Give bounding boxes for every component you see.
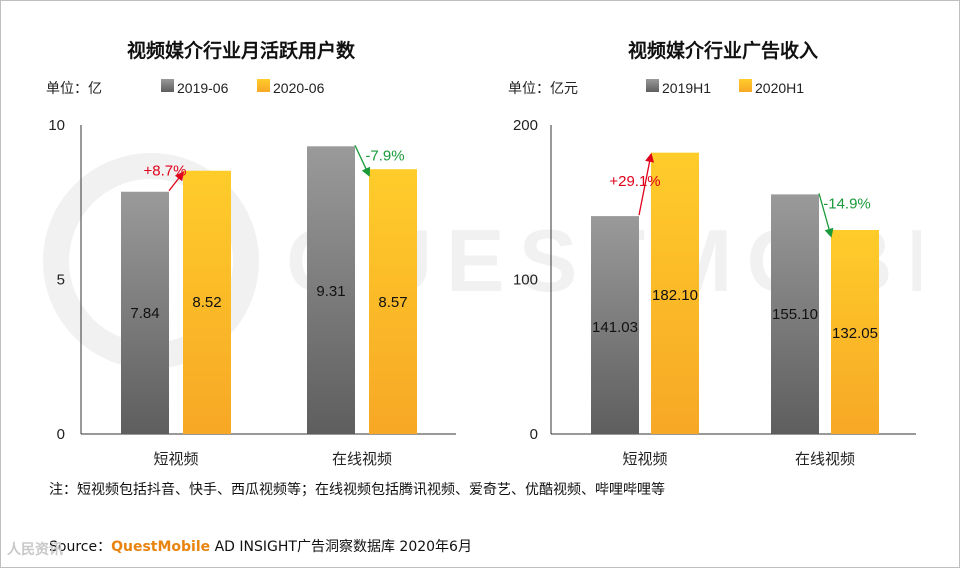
footnote: 注：短视频包括抖音、快手、西瓜视频等；在线视频包括腾讯视频、爱奇艺、优酷视频、哔… (49, 482, 665, 498)
bar-2019H1 (591, 216, 639, 434)
bar-2020H1 (651, 152, 699, 434)
source-brand: QuestMobile (111, 539, 211, 555)
source-prefix: Source： (49, 539, 112, 555)
bar-value-label: 155.10 (772, 306, 818, 323)
source-line: Source：QuestMobile AD INSIGHT广告洞察数据库 202… (49, 536, 472, 556)
unit-label: 单位：亿 (46, 80, 102, 96)
bar-2020-06 (183, 170, 231, 434)
y-tick-label: 0 (530, 426, 538, 443)
bar-value-label: 132.05 (832, 325, 878, 342)
chart-title: 视频媒介行业月活跃用户数 (127, 39, 356, 62)
bar-2020-06 (369, 169, 417, 434)
bar-value-label: 182.10 (652, 287, 698, 304)
change-label: +29.1% (609, 173, 660, 190)
source-rest: AD INSIGHT广告洞察数据库 2020年6月 (210, 539, 472, 555)
chart-title: 视频媒介行业广告收入 (628, 39, 818, 62)
bar-2019H1 (771, 194, 819, 434)
unit-label: 单位：亿元 (508, 80, 578, 96)
legend-label: 2020-06 (273, 80, 325, 96)
legend-swatch (161, 79, 174, 92)
bar-value-label: 141.03 (592, 319, 638, 336)
change-arrow-up (638, 152, 655, 216)
change-label: -7.9% (365, 147, 404, 164)
category-label: 在线视频 (332, 451, 392, 468)
bar-2019-06 (307, 146, 355, 435)
bar-value-label: 8.57 (378, 294, 407, 311)
change-arrow-down (354, 145, 371, 177)
chart-monthly-active-users: 视频媒介行业月活跃用户数单位：亿 2019-06 2020-06 0 5 10 7.84 8.… (1, 1, 481, 476)
category-label: 短视频 (153, 451, 198, 468)
change-arrow-up (168, 171, 185, 192)
change-label: -14.9% (823, 195, 871, 212)
legend-label: 2019H1 (662, 80, 711, 96)
category-label: 短视频 (622, 451, 667, 468)
bar-value-label: 9.31 (316, 283, 345, 300)
legend-label: 2019-06 (177, 80, 229, 96)
corner-logo: 人民资讯 (7, 542, 63, 558)
chart-ad-revenue: 视频媒介行业广告收入单位：亿元 2019H1 2020H1 0 100 200 141.03… (481, 1, 959, 476)
legend-swatch (739, 79, 752, 92)
legend-swatch (257, 79, 270, 92)
y-tick-label: 0 (57, 426, 65, 443)
category-label: 在线视频 (795, 451, 855, 468)
bar-value-label: 8.52 (192, 294, 221, 311)
y-tick-label: 100 (513, 272, 538, 289)
change-label: +8.7% (144, 163, 187, 180)
legend-swatch (646, 79, 659, 92)
legend-label: 2020H1 (755, 80, 804, 96)
bar-value-label: 7.84 (130, 305, 159, 322)
change-arrow-down (818, 193, 834, 238)
y-tick-label: 200 (513, 117, 538, 134)
y-tick-label: 5 (57, 272, 65, 289)
bar-2020H1 (831, 229, 879, 434)
y-tick-label: 10 (48, 117, 65, 134)
bar-2019-06 (121, 191, 169, 434)
